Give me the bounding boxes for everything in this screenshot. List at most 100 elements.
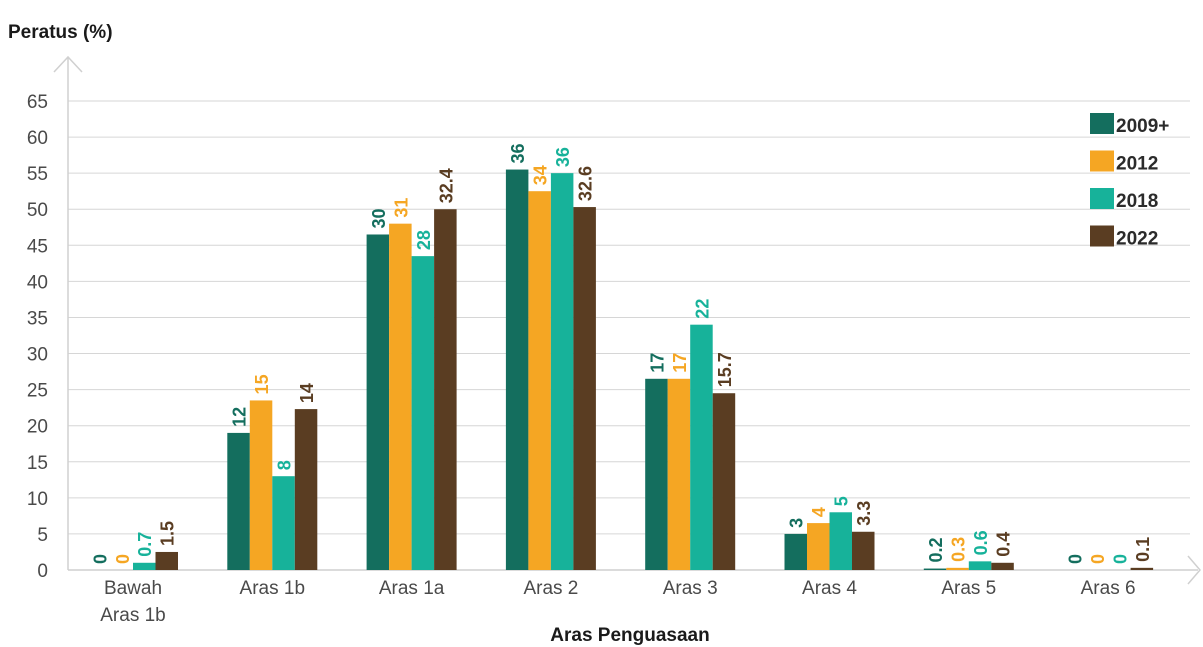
category-label: Aras 4	[802, 578, 857, 599]
data-label: 36	[508, 144, 528, 164]
y-tick-label: 55	[27, 164, 48, 185]
data-label: 0	[113, 554, 133, 564]
y-tick-label: 60	[27, 128, 48, 149]
legend: 2009+ 2012 2018 2022	[1090, 113, 1169, 250]
y-axis-arrow	[53, 55, 83, 73]
data-label: 15	[252, 374, 272, 394]
legend-swatch	[1090, 150, 1114, 172]
data-label: 0.2	[926, 538, 946, 563]
data-label: 0	[1088, 554, 1108, 564]
bar-2018-4	[690, 324, 713, 570]
bar-2012-3	[528, 191, 551, 570]
bar-2018-5	[829, 512, 852, 570]
data-label: 0.1	[1133, 537, 1153, 562]
bar-2022-1	[294, 409, 318, 570]
x-axis-title: Aras Penguasaan	[550, 625, 709, 646]
data-label: 5	[832, 496, 852, 506]
data-label: 30	[369, 208, 389, 228]
y-tick-label: 50	[27, 200, 48, 221]
y-axis-title: Peratus (%)	[8, 22, 113, 43]
data-label: 8	[275, 460, 295, 470]
data-label: 1.5	[158, 521, 178, 546]
data-label: 0.4	[994, 532, 1014, 557]
category-label: Aras 1a	[379, 578, 445, 599]
data-label: 0	[1110, 554, 1130, 564]
legend-label: 2009+	[1116, 116, 1169, 137]
bar-2009-6	[923, 568, 947, 570]
category-label: Aras 5	[941, 578, 996, 599]
category-labels: Bawah Aras 1b Aras 1b Aras 1a Aras 2 Aras 3 Ar…	[100, 578, 1135, 626]
category-label: Aras 1b	[100, 605, 165, 626]
data-label: 31	[391, 198, 411, 218]
axes	[53, 55, 1201, 585]
y-tick-label: 10	[27, 489, 48, 510]
data-label: 0.3	[949, 537, 969, 562]
data-label: 34	[531, 165, 551, 185]
bar-2009-2	[366, 234, 390, 570]
data-label: 3	[787, 518, 807, 528]
bar-2012-1	[249, 400, 273, 570]
bar-2018-6	[968, 561, 992, 570]
data-label: 0	[1065, 554, 1085, 564]
data-label: 17	[647, 353, 667, 373]
bar-2009-3	[505, 169, 529, 571]
y-tick-labels: 0 5 10 15 20 25 30 35 40 45 50 55 60 65	[27, 92, 48, 582]
bar-2022-5	[852, 531, 875, 570]
data-label: 0	[90, 554, 110, 564]
y-tick-label: 5	[37, 525, 48, 546]
y-tick-label: 40	[27, 272, 48, 293]
y-tick-label: 25	[27, 381, 48, 402]
category-label: Aras 6	[1081, 578, 1136, 599]
y-tick-label: 20	[27, 417, 48, 438]
data-label: 15.7	[715, 352, 735, 387]
bar-2012-4	[667, 378, 691, 570]
legend-swatch	[1090, 188, 1114, 209]
category-label: Aras 1b	[240, 578, 305, 599]
bar-2022-2	[434, 209, 457, 570]
bar-2022-6	[991, 562, 1014, 570]
data-label: 32.6	[576, 166, 596, 201]
legend-label: 2012	[1116, 154, 1158, 175]
bar-2018-3	[550, 173, 574, 570]
data-label: 32.4	[436, 168, 456, 203]
y-tick-label: 65	[27, 92, 48, 113]
bar-2022-4	[712, 393, 736, 570]
category-label: Aras 2	[523, 578, 578, 599]
bar-2009-4	[645, 378, 668, 570]
data-label: 12	[230, 407, 250, 427]
category-label: Aras 3	[663, 578, 718, 599]
bar-2009-5	[784, 533, 807, 570]
legend-label: 2018	[1116, 191, 1158, 212]
data-label: 14	[297, 383, 317, 403]
data-label: 17	[670, 353, 690, 373]
data-label: 36	[553, 147, 573, 167]
bar-2012-2	[389, 223, 412, 570]
bars	[133, 169, 1154, 571]
data-label: 0.6	[971, 530, 991, 555]
data-label: 3.3	[854, 501, 874, 526]
y-tick-label: 35	[27, 308, 48, 329]
data-label: 28	[414, 230, 434, 250]
y-tick-label: 0	[37, 561, 48, 582]
data-label: 22	[692, 299, 712, 319]
bar-2012-6	[946, 567, 969, 570]
bar-2018-1	[272, 476, 295, 570]
data-label: 4	[809, 507, 829, 517]
y-tick-label: 45	[27, 236, 48, 257]
legend-label: 2022	[1116, 229, 1158, 250]
x-axis-arrow	[1187, 555, 1201, 585]
data-label: 0.7	[135, 532, 155, 557]
bar-2018-2	[411, 256, 435, 570]
bar-2012-5	[807, 523, 830, 570]
bar-2022-3	[573, 207, 596, 570]
category-label: Bawah	[104, 578, 162, 599]
bar-2009-1	[227, 432, 250, 570]
legend-swatch	[1090, 113, 1114, 134]
y-tick-label: 30	[27, 345, 48, 366]
legend-swatch	[1090, 225, 1114, 247]
bar-2018-0	[133, 562, 156, 570]
bar-2022-0	[155, 551, 178, 570]
bar-2022-7	[1130, 567, 1154, 570]
